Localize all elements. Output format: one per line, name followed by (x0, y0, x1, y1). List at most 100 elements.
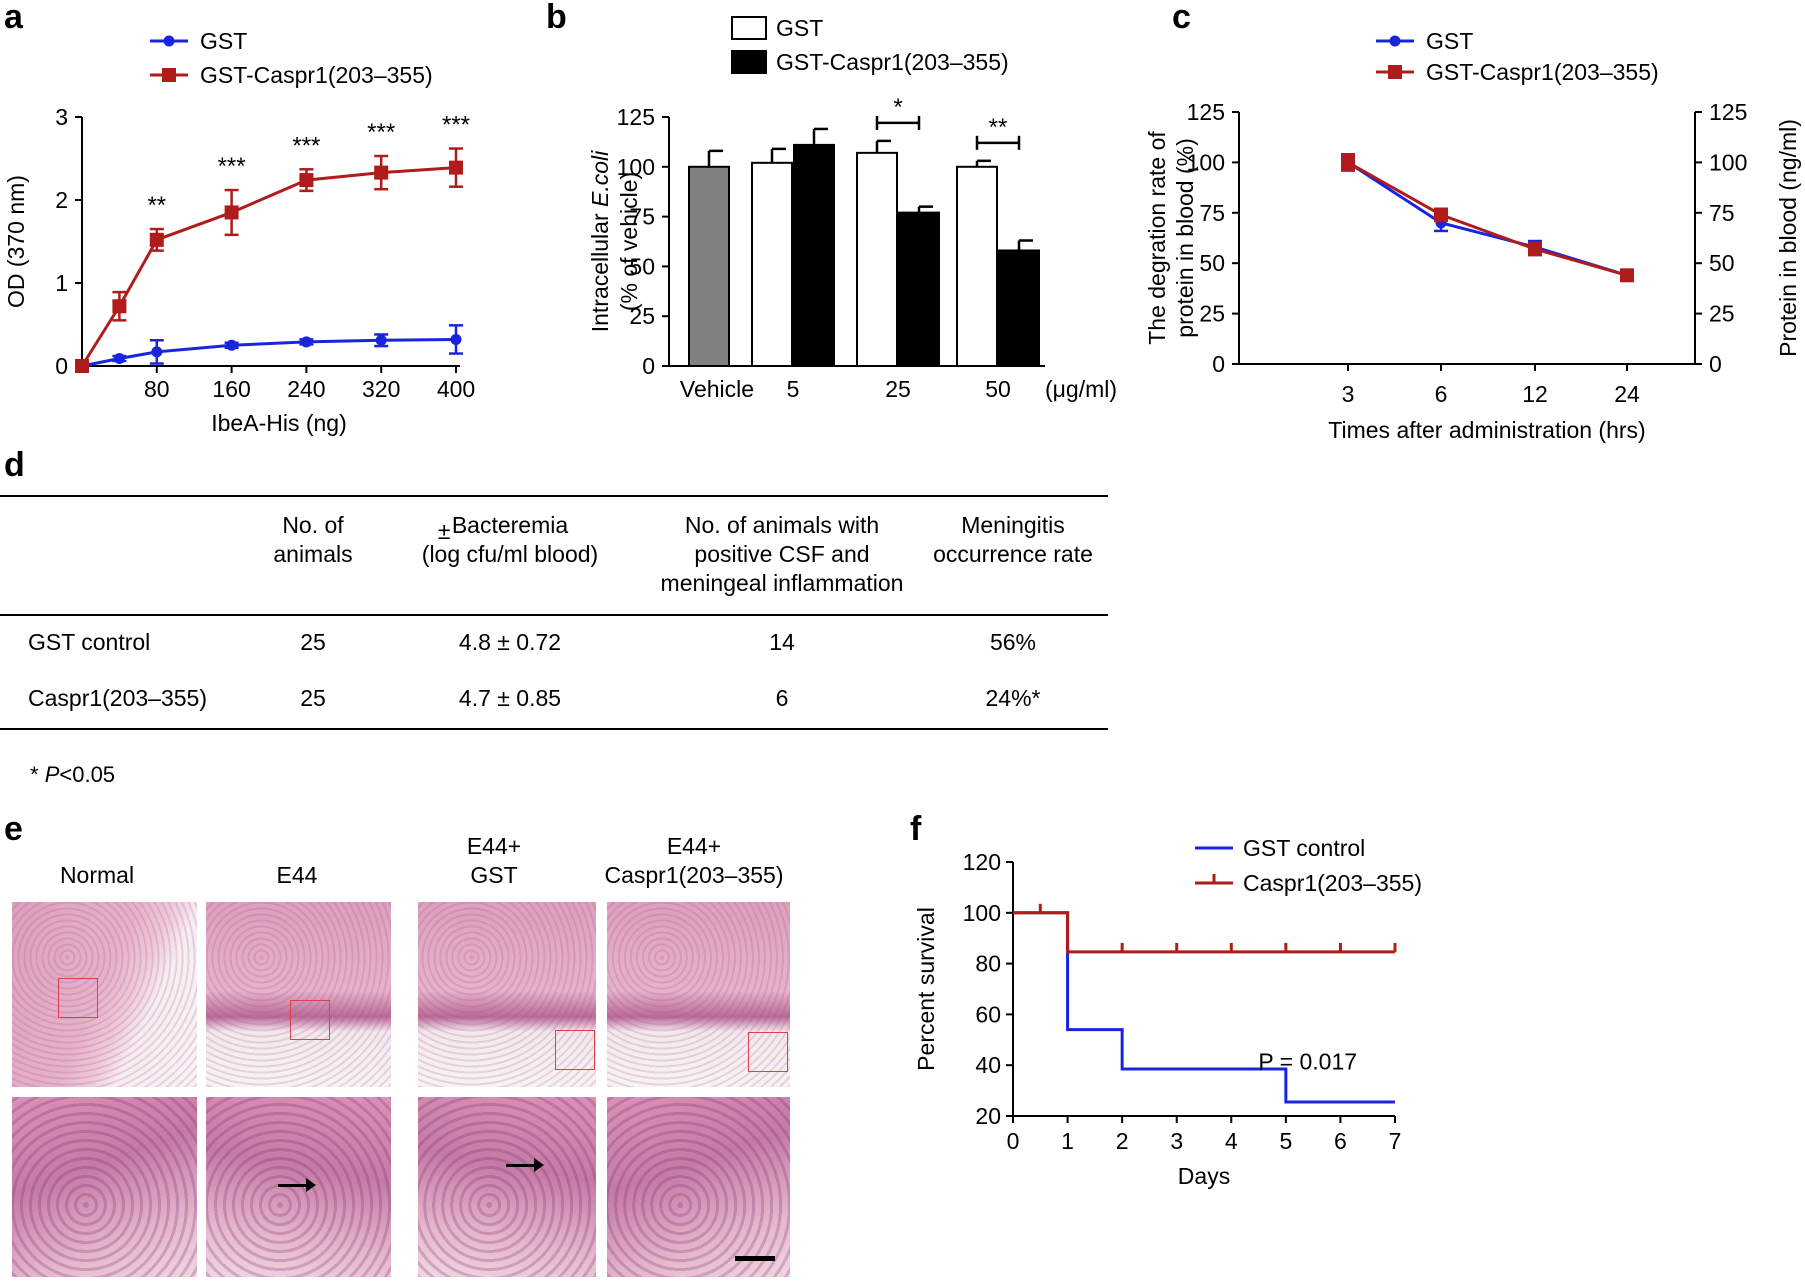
x-unit-label: (μg/ml) (1045, 376, 1117, 402)
panel-label-f: f (910, 810, 922, 848)
x-tick-label: Vehicle (680, 376, 754, 402)
table-cell: 25 (300, 685, 326, 711)
footnote-p: P (44, 762, 60, 787)
table-cell: 4.8 ± 0.72 (458, 629, 562, 655)
chart-f: 20 40 60 80 100 120 0 1 2 3 4 5 6 7 Days Percent surviv… (913, 835, 1422, 1189)
series-caspr-line (80, 166, 457, 367)
table-row: GST control 25 4.8 ± 0.72 14 56% (0, 615, 1108, 672)
data-point (1434, 207, 1448, 222)
significance-mark: *** (367, 119, 395, 146)
legend-gst-marker (1389, 35, 1401, 47)
y-tick-label-right: 50 (1709, 250, 1735, 276)
significance-mark: * (893, 94, 902, 121)
micrograph-high-mag (12, 1097, 197, 1277)
data-point (224, 205, 239, 220)
x-tick-label: 80 (144, 376, 170, 402)
y-tick-label-left: 125 (1187, 99, 1225, 125)
data-point (1620, 268, 1634, 283)
legend-caspr-text: GST-Caspr1(203–355) (1426, 59, 1659, 85)
table-header-cell: No. of animals with positive CSF and menin… (660, 512, 904, 596)
table-cell: Caspr1(203–355) (28, 685, 208, 711)
x-tick-label: 240 (287, 376, 325, 402)
bar (898, 211, 940, 367)
y-tick-label-left: 25 (1199, 301, 1225, 327)
x-axis-label: IbeA-His (ng) (211, 410, 346, 436)
legend-gst-marker (163, 35, 175, 47)
bar (856, 151, 898, 367)
header-pm-mark: ± (437, 518, 451, 544)
data-point (1341, 155, 1355, 170)
y-tick-label: 120 (963, 849, 1001, 875)
series-gst-line (81, 337, 457, 368)
table-header-cell (0, 496, 252, 615)
inset-box (748, 1032, 788, 1072)
y-axis-label-line2: (% of vehicle) (616, 172, 642, 311)
data-point (299, 173, 314, 188)
p-value-label: P = 0.017 (1258, 1049, 1357, 1075)
x-axis-label: Days (1178, 1163, 1230, 1189)
x-tick-label: 6 (1435, 381, 1448, 407)
y-tick-label: 20 (975, 1103, 1001, 1129)
table-d: No. of animals ± Bacteremia (log cfu/ml bloo… (0, 495, 1108, 730)
significance-mark: ** (989, 114, 1008, 141)
x-tick-label: 25 (885, 376, 911, 402)
legend-gst-text: GST control (1243, 835, 1365, 861)
x-tick-label: 2 (1116, 1128, 1129, 1154)
table-cell: 14 (769, 629, 795, 655)
y-tick-label: 25 (629, 303, 655, 329)
panel-label-d: d (4, 446, 25, 484)
x-tick-label: 400 (437, 376, 475, 402)
x-axis-label: Times after administration (hrs) (1328, 417, 1645, 443)
x-tick-label: 320 (362, 376, 400, 402)
data-point (375, 334, 387, 346)
data-point (300, 336, 312, 348)
x-tick-label: 50 (985, 376, 1011, 402)
x-tick-label: 0 (1007, 1128, 1020, 1154)
arrow-icon (506, 1158, 544, 1172)
y-axis-label: OD (370 nm) (3, 175, 29, 308)
y-tick-label-right: 25 (1709, 301, 1735, 327)
y-tick-label-left: 50 (1199, 250, 1225, 276)
table-cell: 6 (775, 685, 789, 711)
x-tick-label: 7 (1389, 1128, 1402, 1154)
legend-caspr-text: Caspr1(203–355) (1243, 870, 1422, 896)
data-point (112, 299, 127, 314)
table-footnote: * P<0.05 (30, 762, 115, 788)
y-axis-label-line1: Intracellular E.coli (587, 150, 613, 332)
panel-label-b: b (546, 0, 567, 36)
y-tick-label-right: 75 (1709, 200, 1735, 226)
x-tick-label: 6 (1334, 1128, 1347, 1154)
legend-caspr-marker (162, 68, 176, 82)
y-tick-label-left: 75 (1199, 200, 1225, 226)
table-header-cell: ± Bacteremia (log cfu/ml blood) (421, 512, 599, 567)
bar (793, 143, 835, 367)
survival-caspr-line (1013, 911, 1395, 954)
data-point (450, 333, 462, 345)
footnote-threshold: <0.05 (59, 762, 116, 787)
micrograph-label: Normal (59, 862, 135, 888)
table-row: Caspr1(203–355) 25 4.7 ± 0.85 6 24%* (0, 672, 1108, 729)
micrograph-high-mag (418, 1097, 596, 1277)
data-point (226, 339, 238, 351)
legend-caspr-text: GST-Caspr1(203–355) (776, 49, 1009, 75)
legend-gst-text: GST (200, 28, 247, 54)
data-point (149, 232, 164, 247)
x-tick-label: 24 (1614, 381, 1640, 407)
legend-gst-text: GST (1426, 28, 1473, 54)
y-axis-label-right: Protein in blood (ng/ml) (1775, 119, 1801, 357)
scale-bar (735, 1256, 775, 1261)
meningitis-table: No. of animals ± Bacteremia (log cfu/ml bloo… (0, 495, 1108, 730)
y-tick-label: 125 (617, 104, 655, 130)
y-tick-label: 50 (629, 253, 655, 279)
y-axis-label-left-line2: protein in blood (%) (1172, 138, 1198, 337)
legend-caspr-text: GST-Caspr1(203–355) (200, 62, 433, 88)
data-point (374, 165, 389, 180)
panel-label-c: c (1172, 0, 1191, 36)
x-tick-label: 160 (212, 376, 250, 402)
y-tick-label: 40 (975, 1052, 1001, 1078)
significance-mark: ** (147, 192, 166, 219)
x-tick-label: 3 (1342, 381, 1355, 407)
table-cell: GST control (28, 629, 151, 655)
table-header-cell: No. of animals (273, 512, 353, 567)
micrograph-label: E44+ Caspr1(203–355) (604, 833, 784, 888)
